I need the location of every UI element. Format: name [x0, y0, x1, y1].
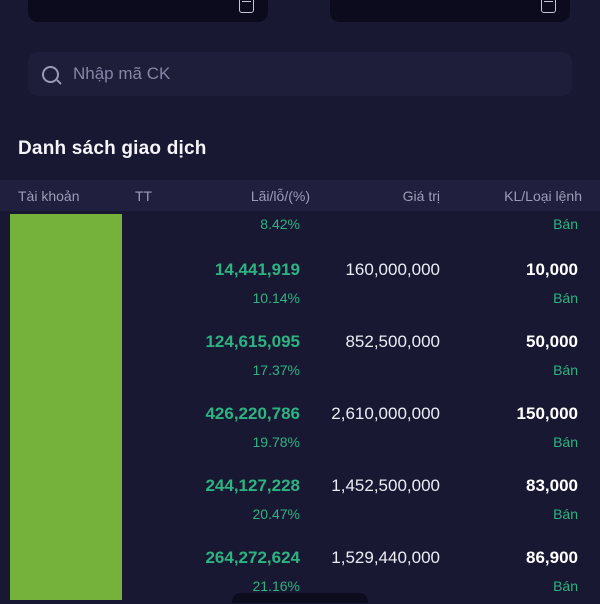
stock-search-bar[interactable] — [28, 52, 572, 96]
quantity: 150,000 — [516, 404, 578, 423]
order-side: Bán — [553, 216, 578, 232]
profit-percent: 20.47% — [252, 506, 300, 522]
header-qty-side: KL/Loại lệnh — [504, 188, 582, 204]
bottom-partial-element — [232, 593, 368, 603]
profit-percent: 8.42% — [260, 216, 300, 232]
header-pnl: Lãi/lỗ/(%) — [250, 188, 310, 204]
order-side: Bán — [553, 578, 578, 594]
trade-value: 852,500,000 — [345, 332, 440, 351]
profit-percent: 10.14% — [252, 290, 300, 306]
table-row[interactable]: 124,615,095 852,500,000 50,000 17.37% Bá… — [0, 316, 600, 388]
table-header: Tài khoản TT Lãi/lỗ/(%) Giá trị KL/Loại … — [0, 180, 600, 211]
profit-value: 426,220,786 — [205, 404, 300, 423]
profit-value: 244,127,228 — [205, 476, 300, 495]
quantity: 83,000 — [526, 476, 578, 495]
calendar-icon[interactable] — [541, 0, 556, 13]
profit-value: 124,615,095 — [205, 332, 300, 351]
header-account: Tài khoản — [18, 188, 80, 204]
order-side: Bán — [553, 506, 578, 522]
search-icon — [42, 65, 59, 83]
account-redaction-block — [10, 214, 122, 600]
order-side: Bán — [553, 290, 578, 306]
trade-value: 160,000,000 — [345, 260, 440, 279]
trade-value: 1,529,440,000 — [331, 548, 440, 567]
header-status: TT — [135, 188, 153, 204]
table-row[interactable]: 426,220,786 2,610,000,000 150,000 19.78%… — [0, 388, 600, 460]
calendar-icon[interactable] — [239, 0, 254, 13]
transaction-list: 8.42% Bán 14,441,919 160,000,000 10,000 … — [0, 211, 600, 604]
order-side: Bán — [553, 434, 578, 450]
table-row[interactable]: 8.42% Bán — [0, 211, 600, 244]
search-input[interactable] — [71, 63, 558, 85]
quantity: 86,900 — [526, 548, 578, 567]
profit-value: 14,441,919 — [214, 260, 300, 279]
header-value: Giá trị — [402, 188, 440, 204]
order-side: Bán — [553, 362, 578, 378]
trade-value: 2,610,000,000 — [331, 404, 440, 423]
profit-percent: 17.37% — [252, 362, 300, 378]
table-row[interactable]: 244,127,228 1,452,500,000 83,000 20.47% … — [0, 460, 600, 532]
date-filter-to[interactable] — [330, 0, 570, 22]
trade-value: 1,452,500,000 — [331, 476, 440, 495]
page-title: Danh sách giao dịch — [18, 138, 207, 159]
profit-percent: 21.16% — [252, 578, 300, 594]
date-filter-from[interactable] — [28, 0, 268, 22]
table-row[interactable]: 14,441,919 160,000,000 10,000 10.14% Bán — [0, 244, 600, 316]
table-row[interactable]: 264,272,624 1,529,440,000 86,900 21.16% … — [0, 532, 600, 604]
profit-value: 264,272,624 — [205, 548, 300, 567]
quantity: 50,000 — [526, 332, 578, 351]
profit-percent: 19.78% — [252, 434, 300, 450]
quantity: 10,000 — [526, 260, 578, 279]
